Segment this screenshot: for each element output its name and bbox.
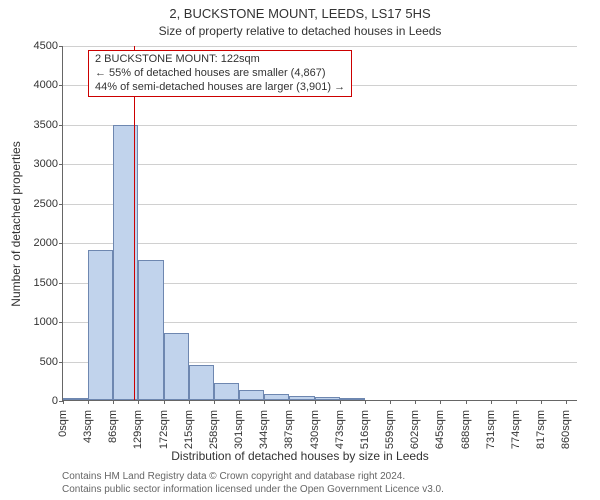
y-tick-label: 1000: [34, 316, 58, 328]
plot-area: 0500100015002000250030003500400045000sqm…: [62, 46, 577, 401]
y-tick-mark: [59, 243, 63, 244]
x-tick-label: 774sqm: [510, 406, 522, 449]
x-tick-mark: [315, 400, 316, 404]
x-tick-label: 430sqm: [309, 406, 321, 449]
x-tick-label: 473sqm: [334, 406, 346, 449]
gridline-h: [63, 204, 577, 205]
gridline-h: [63, 164, 577, 165]
x-tick-mark: [365, 400, 366, 404]
footer-attribution: Contains HM Land Registry data © Crown c…: [62, 470, 444, 496]
chart-container: { "chart": { "type": "histogram", "title…: [0, 0, 600, 500]
gridline-h: [63, 243, 577, 244]
y-tick-label: 1500: [34, 277, 58, 289]
y-tick-mark: [59, 46, 63, 47]
x-tick-label: 43sqm: [82, 406, 94, 443]
annotation-line-3: 44% of semi-detached houses are larger (…: [95, 81, 345, 95]
x-tick-label: 688sqm: [460, 406, 472, 449]
x-tick-label: 344sqm: [258, 406, 270, 449]
x-tick-label: 559sqm: [384, 406, 396, 449]
y-tick-label: 2000: [34, 237, 58, 249]
annotation-line-1: 2 BUCKSTONE MOUNT: 122sqm: [95, 53, 345, 67]
x-tick-label: 129sqm: [132, 406, 144, 449]
histogram-bar: [189, 365, 214, 400]
x-tick-mark: [88, 400, 89, 404]
x-tick-mark: [113, 400, 114, 404]
x-tick-label: 645sqm: [434, 406, 446, 449]
histogram-bar: [164, 333, 189, 400]
x-tick-label: 387sqm: [283, 406, 295, 449]
histogram-bar: [239, 390, 264, 400]
histogram-bar: [315, 397, 340, 400]
annotation-box: 2 BUCKSTONE MOUNT: 122sqm ← 55% of detac…: [88, 50, 352, 97]
x-tick-mark: [214, 400, 215, 404]
gridline-h: [63, 46, 577, 47]
chart-title-line1: 2, BUCKSTONE MOUNT, LEEDS, LS17 5HS: [0, 6, 600, 21]
x-tick-label: 301sqm: [233, 406, 245, 449]
x-tick-label: 602sqm: [409, 406, 421, 449]
x-tick-label: 215sqm: [183, 406, 195, 449]
x-axis-label: Distribution of detached houses by size …: [0, 449, 600, 463]
x-tick-mark: [440, 400, 441, 404]
y-tick-label: 3500: [34, 119, 58, 131]
y-tick-mark: [59, 164, 63, 165]
x-tick-mark: [415, 400, 416, 404]
x-tick-label: 516sqm: [359, 406, 371, 449]
y-tick-label: 2500: [34, 198, 58, 210]
histogram-bar: [214, 383, 239, 400]
footer-line-2: Contains public sector information licen…: [62, 483, 444, 496]
x-tick-label: 817sqm: [535, 406, 547, 449]
y-tick-mark: [59, 85, 63, 86]
x-tick-mark: [466, 400, 467, 404]
histogram-bar: [138, 260, 163, 400]
x-tick-mark: [340, 400, 341, 404]
y-tick-mark: [59, 362, 63, 363]
y-tick-mark: [59, 125, 63, 126]
x-tick-mark: [264, 400, 265, 404]
x-tick-mark: [189, 400, 190, 404]
y-tick-label: 4000: [34, 79, 58, 91]
x-tick-label: 0sqm: [57, 406, 69, 437]
y-axis-label: Number of detached properties: [9, 141, 23, 306]
x-tick-label: 86sqm: [107, 406, 119, 443]
histogram-bar: [264, 394, 289, 400]
y-tick-label: 4500: [34, 40, 58, 52]
x-tick-mark: [164, 400, 165, 404]
x-tick-label: 860sqm: [560, 406, 572, 449]
x-tick-mark: [63, 400, 64, 404]
x-tick-mark: [289, 400, 290, 404]
footer-line-1: Contains HM Land Registry data © Crown c…: [62, 470, 444, 483]
x-tick-mark: [390, 400, 391, 404]
y-tick-mark: [59, 204, 63, 205]
y-tick-label: 3000: [34, 158, 58, 170]
property-marker-line: [134, 46, 135, 400]
y-tick-label: 500: [40, 356, 58, 368]
x-tick-label: 172sqm: [158, 406, 170, 449]
histogram-bar: [88, 250, 113, 400]
chart-title-line2: Size of property relative to detached ho…: [0, 24, 600, 38]
x-tick-mark: [566, 400, 567, 404]
histogram-bar: [289, 396, 314, 400]
x-tick-mark: [239, 400, 240, 404]
histogram-bar: [63, 398, 88, 400]
annotation-line-2: ← 55% of detached houses are smaller (4,…: [95, 67, 345, 81]
histogram-bar: [340, 398, 365, 400]
x-tick-mark: [491, 400, 492, 404]
y-tick-mark: [59, 283, 63, 284]
gridline-h: [63, 125, 577, 126]
x-tick-mark: [138, 400, 139, 404]
x-tick-mark: [541, 400, 542, 404]
x-tick-mark: [516, 400, 517, 404]
x-tick-label: 731sqm: [485, 406, 497, 449]
x-tick-label: 258sqm: [208, 406, 220, 449]
y-tick-mark: [59, 322, 63, 323]
